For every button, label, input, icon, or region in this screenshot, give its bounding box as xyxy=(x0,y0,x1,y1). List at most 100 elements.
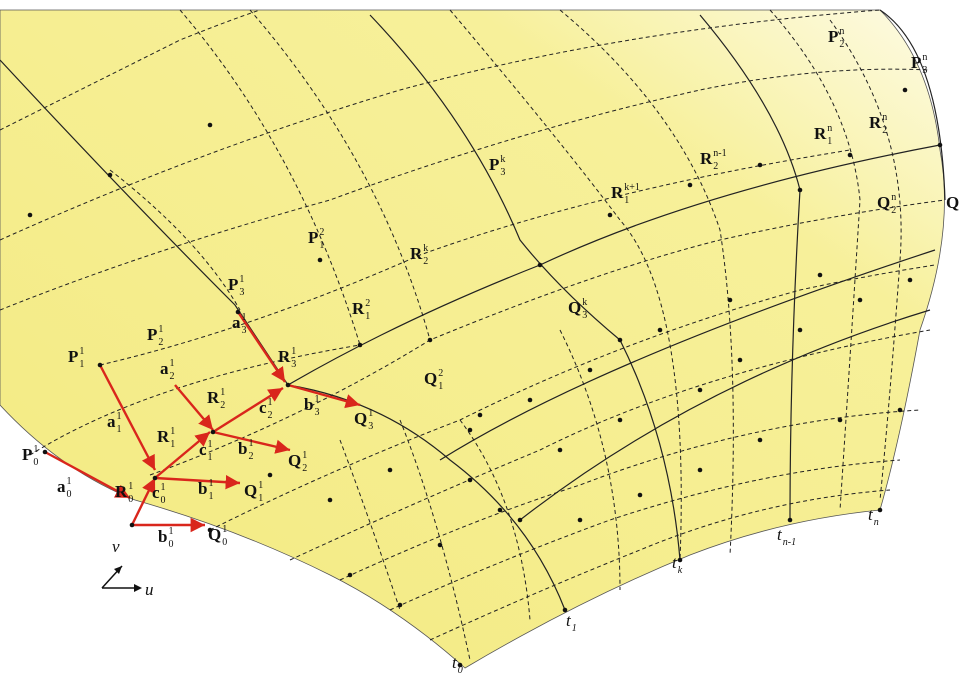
label-superscript: 1 xyxy=(158,324,163,335)
label-base: Q xyxy=(208,525,221,544)
label-superscript: n xyxy=(922,52,927,63)
grid-point xyxy=(153,476,158,481)
label-base: Q xyxy=(877,193,890,212)
label-subscript: 3 xyxy=(582,310,587,321)
label-base: P xyxy=(22,445,32,464)
grid-point xyxy=(758,438,763,443)
label-superscript: n xyxy=(839,26,844,37)
label-subscript: 2 xyxy=(423,256,428,267)
label-superscript: 1 xyxy=(168,526,173,537)
label-superscript: 1 xyxy=(268,397,273,408)
grid-point xyxy=(468,428,473,433)
grid-point xyxy=(818,273,823,278)
label-superscript: 1 xyxy=(117,411,122,422)
label-base: R xyxy=(700,149,713,168)
label-superscript: k+1 xyxy=(624,182,640,193)
label-subscript: 1 xyxy=(79,359,84,370)
label-superscript: 1 xyxy=(239,274,244,285)
label-subscript: n-1 xyxy=(783,537,796,548)
label-superscript: 1 xyxy=(208,439,213,450)
grid-point xyxy=(618,338,623,343)
grid-point xyxy=(348,573,353,578)
label-superscript: 1 xyxy=(222,524,227,535)
grid-point xyxy=(698,468,703,473)
grid-point xyxy=(758,163,763,168)
label-superscript: n xyxy=(891,192,896,203)
label-superscript: 1 xyxy=(128,481,133,492)
label-subscript: 3 xyxy=(922,65,927,76)
label-superscript: 1 xyxy=(368,408,373,419)
grid-point xyxy=(528,398,533,403)
label-subscript: 3 xyxy=(291,359,296,370)
label-subscript: 2 xyxy=(158,337,163,348)
grid-point xyxy=(728,298,733,303)
label-base: P xyxy=(911,53,921,72)
label-subscript: 3 xyxy=(500,167,505,178)
label-subscript: 1 xyxy=(117,424,122,435)
label-base: a xyxy=(160,359,169,378)
label-superscript: 2 xyxy=(438,368,443,379)
grid-point xyxy=(878,508,883,513)
grid-point xyxy=(286,383,291,388)
label-base: u xyxy=(145,580,154,599)
grid-point xyxy=(98,363,103,368)
label-base: c xyxy=(152,483,160,502)
grid-point xyxy=(798,328,803,333)
label-superscript: n xyxy=(827,123,832,134)
grid-point xyxy=(43,450,48,455)
label-subscript: 0 xyxy=(222,537,227,548)
grid-point xyxy=(108,173,113,178)
grid-point xyxy=(438,543,443,548)
label-superscript: k xyxy=(500,154,505,165)
grid-point xyxy=(328,498,333,503)
label-subscript: 3 xyxy=(239,287,244,298)
label-subscript: 1 xyxy=(319,240,324,251)
label-subscript: 1 xyxy=(624,195,629,206)
label-subscript: 1 xyxy=(258,493,263,504)
label-subscript: 0 xyxy=(161,495,166,506)
label-base: P xyxy=(489,155,499,174)
label-base: c xyxy=(259,398,267,417)
label-base: R xyxy=(410,244,423,263)
label-base: b xyxy=(198,479,207,498)
label-base: v xyxy=(112,537,120,556)
grid-point xyxy=(688,183,693,188)
grid-point xyxy=(908,278,913,283)
grid-point xyxy=(268,473,273,478)
label-superscript: 2 xyxy=(365,298,370,309)
arrowhead xyxy=(134,584,142,592)
label-superscript: 1 xyxy=(33,444,38,455)
label-subscript: 0 xyxy=(67,489,72,500)
label-subscript: 1 xyxy=(208,491,213,502)
surface xyxy=(0,10,945,668)
grid-point xyxy=(858,298,863,303)
label-base: a xyxy=(107,412,116,431)
grid-point xyxy=(538,263,543,268)
label-subscript: 3 xyxy=(368,421,373,432)
grid-point xyxy=(903,88,908,93)
label-subscript: 2 xyxy=(302,463,307,474)
label-subscript: 2 xyxy=(713,161,718,172)
label-superscript: 1 xyxy=(170,358,175,369)
label-subscript: 2 xyxy=(170,371,175,382)
label-superscript: 1 xyxy=(220,387,225,398)
label-base: Q xyxy=(354,409,367,428)
label-subscript: 3 xyxy=(314,407,319,418)
grid-point xyxy=(478,413,483,418)
label-base: Q xyxy=(288,451,301,470)
label-subscript: k xyxy=(678,565,683,576)
label-base: R xyxy=(207,388,220,407)
label-base: P xyxy=(68,347,78,366)
label-subscript: 0 xyxy=(458,665,463,676)
label-subscript: 2 xyxy=(248,451,253,462)
label-superscript: 1 xyxy=(258,480,263,491)
grid-point xyxy=(358,343,363,348)
surface-diagram: P10a10R10b10Q10vuP11a11R11c10b11Q11P12a1… xyxy=(0,0,961,679)
label-base: R xyxy=(611,183,624,202)
grid-point xyxy=(588,368,593,373)
label-base: R xyxy=(115,482,128,501)
grid-point xyxy=(468,478,473,483)
grid-point xyxy=(618,418,623,423)
label-base: b xyxy=(304,395,313,414)
grid-point xyxy=(678,558,683,563)
